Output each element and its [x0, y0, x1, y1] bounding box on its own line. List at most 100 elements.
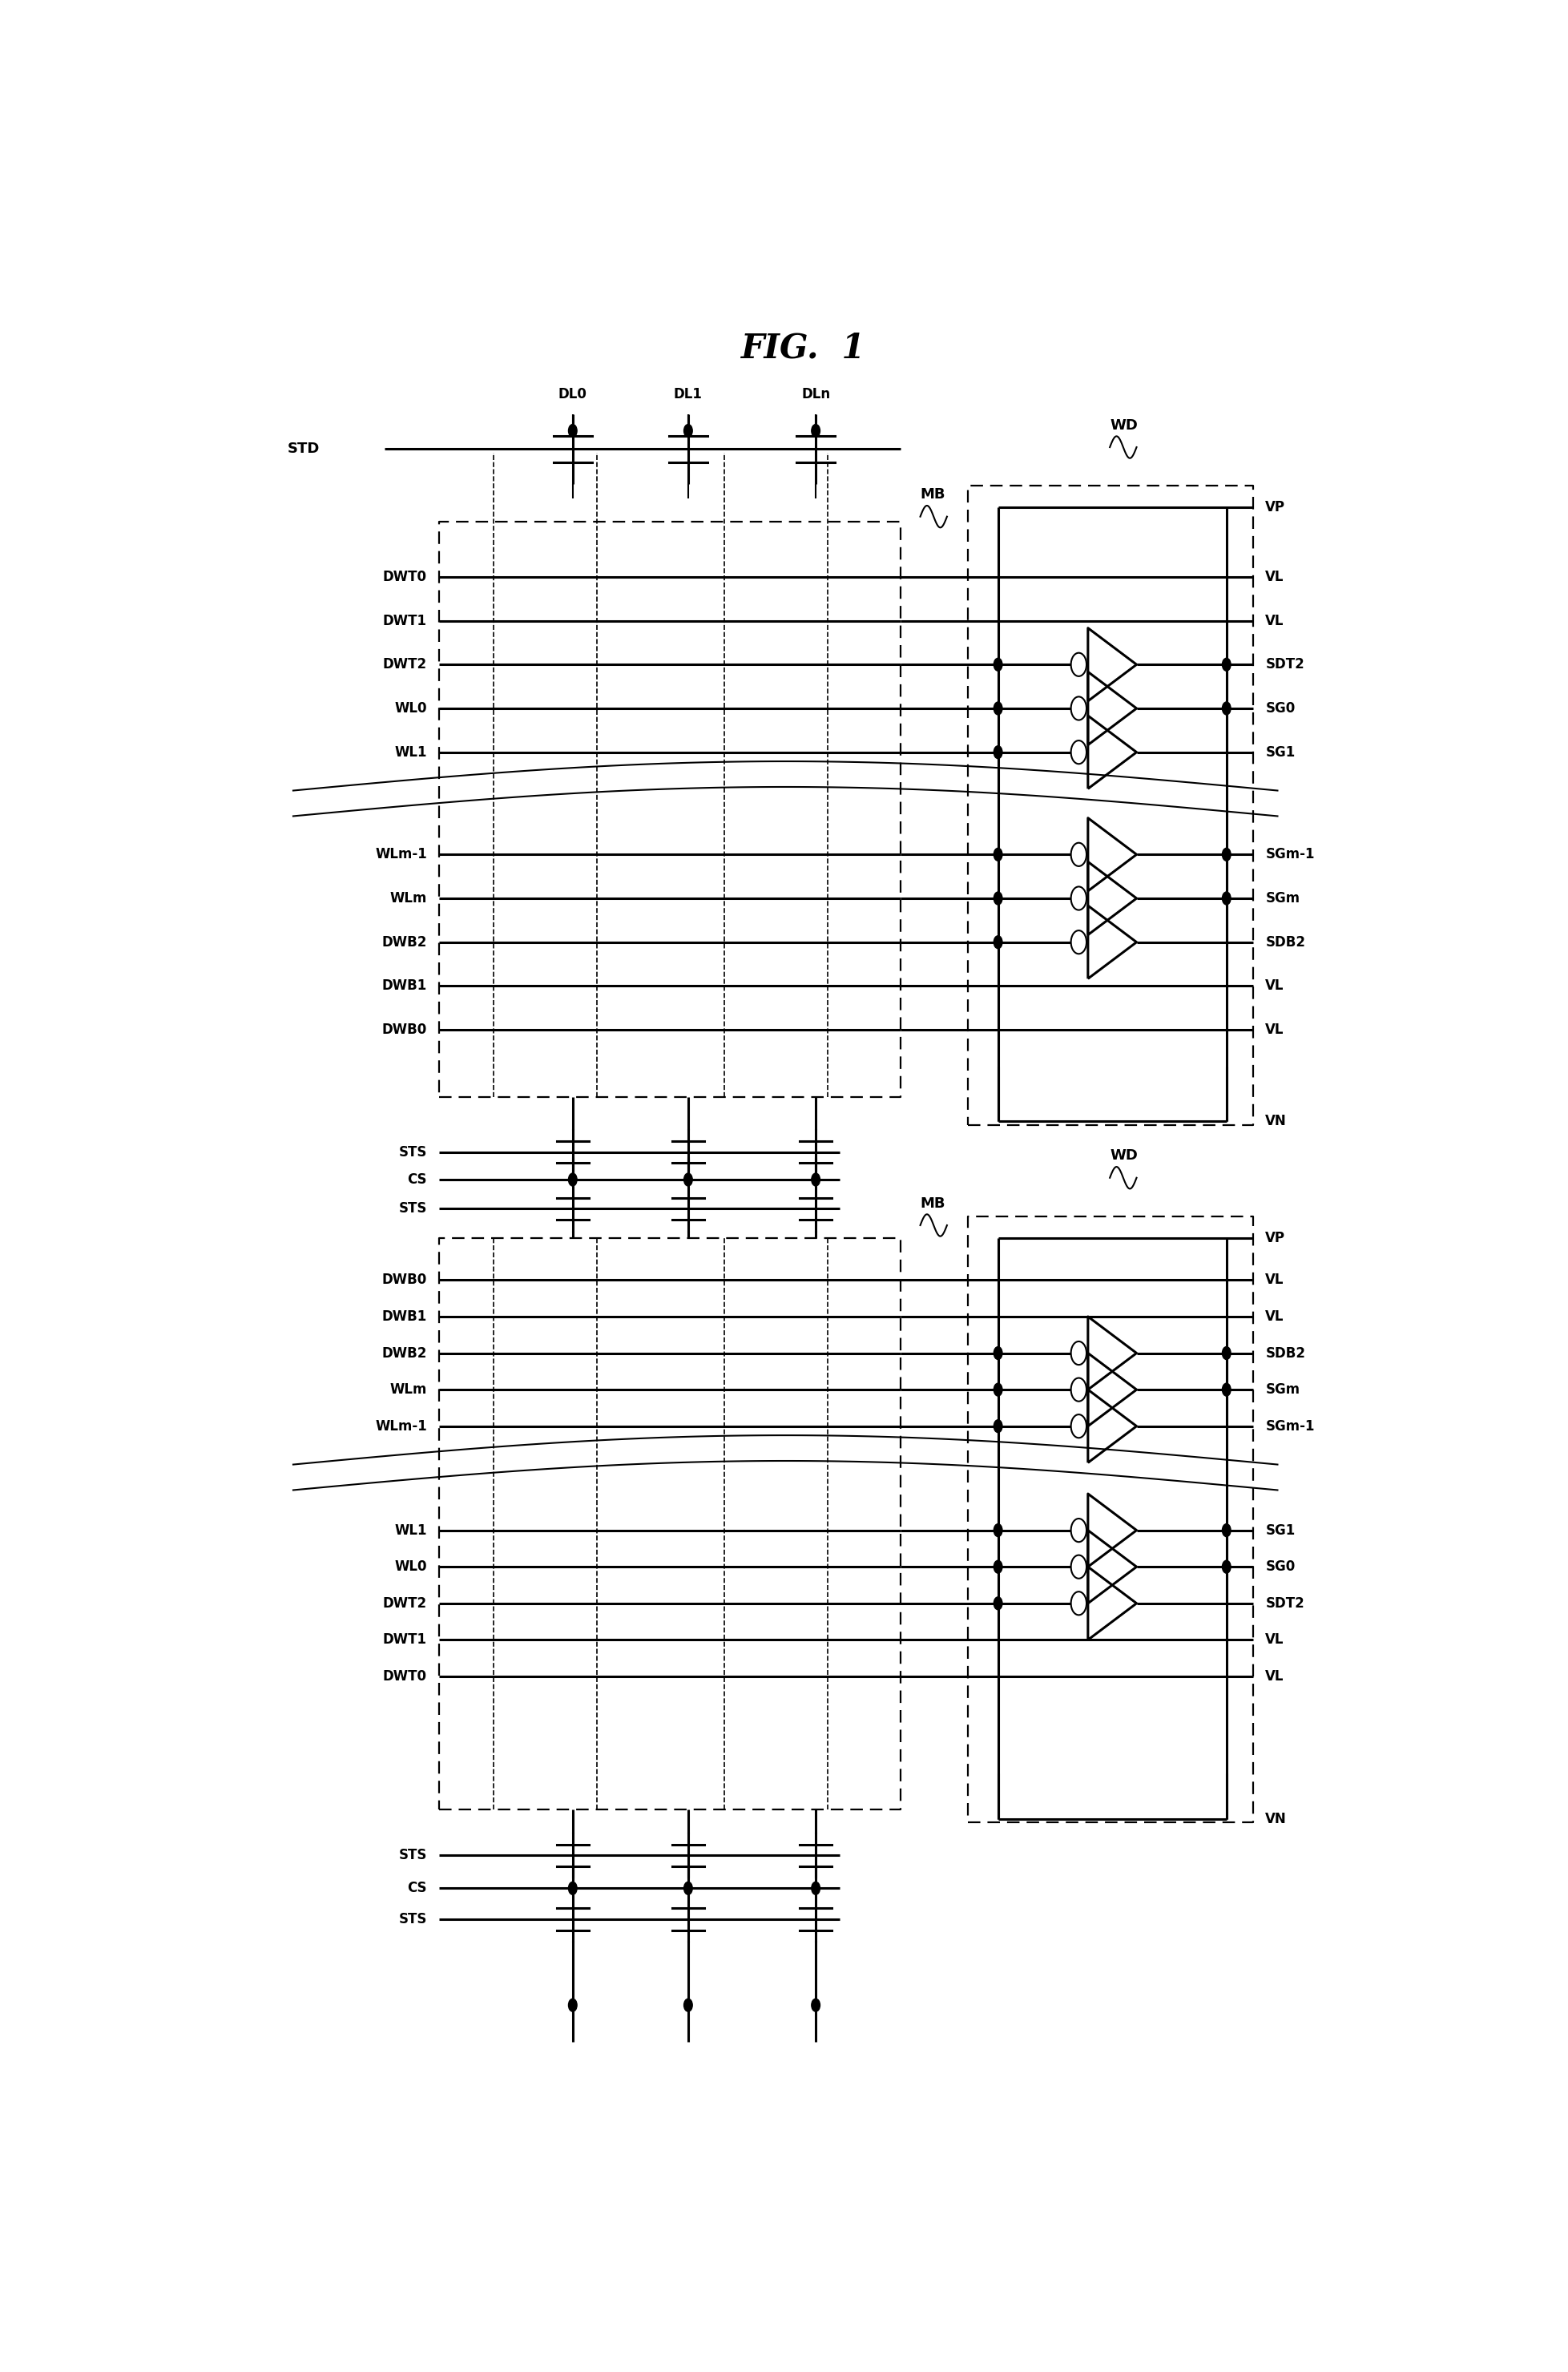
Text: MB: MB	[920, 1195, 946, 1210]
Text: WLm-1: WLm-1	[375, 1418, 426, 1433]
Text: VL: VL	[1265, 1274, 1284, 1288]
Circle shape	[994, 1383, 1002, 1397]
Text: STS: STS	[398, 1203, 426, 1217]
Text: SG0: SG0	[1265, 702, 1295, 716]
Circle shape	[994, 657, 1002, 671]
Text: VL: VL	[1265, 1670, 1284, 1684]
Circle shape	[1071, 842, 1087, 866]
Circle shape	[684, 1881, 693, 1895]
Text: WL1: WL1	[395, 1523, 426, 1537]
Circle shape	[1071, 887, 1087, 911]
Text: STS: STS	[398, 1146, 426, 1160]
Circle shape	[1071, 1414, 1087, 1437]
Circle shape	[994, 1421, 1002, 1433]
Circle shape	[1221, 849, 1231, 861]
Text: VL: VL	[1265, 1022, 1284, 1037]
Text: CS: CS	[408, 1881, 426, 1895]
Text: VN: VN	[1265, 1812, 1287, 1826]
Text: WD: WD	[1110, 1148, 1138, 1162]
Text: FIG.  1: FIG. 1	[742, 332, 866, 365]
Circle shape	[1221, 1383, 1231, 1397]
Text: SGm-1: SGm-1	[1265, 847, 1314, 861]
Text: DLn: DLn	[801, 387, 829, 401]
Text: VP: VP	[1265, 1231, 1286, 1245]
Text: DWB0: DWB0	[383, 1022, 426, 1037]
Text: DWT1: DWT1	[383, 1632, 426, 1646]
Text: DWT2: DWT2	[383, 1596, 426, 1611]
Circle shape	[684, 2000, 693, 2011]
Text: WD: WD	[1110, 417, 1138, 432]
Circle shape	[1221, 702, 1231, 714]
Text: STD: STD	[287, 441, 320, 455]
Text: WLm: WLm	[390, 892, 426, 906]
Circle shape	[994, 892, 1002, 904]
Text: DWT1: DWT1	[383, 614, 426, 629]
Circle shape	[1071, 1518, 1087, 1542]
Text: WL0: WL0	[395, 702, 426, 716]
Circle shape	[812, 1881, 820, 1895]
Circle shape	[812, 1174, 820, 1186]
Text: SG1: SG1	[1265, 745, 1295, 759]
Circle shape	[812, 425, 820, 436]
Text: DWB1: DWB1	[383, 980, 426, 994]
Text: VL: VL	[1265, 980, 1284, 994]
Circle shape	[994, 745, 1002, 759]
Text: WL0: WL0	[395, 1558, 426, 1575]
Circle shape	[569, 425, 577, 436]
Circle shape	[1071, 930, 1087, 954]
Circle shape	[812, 2000, 820, 2011]
Text: SGm-1: SGm-1	[1265, 1418, 1314, 1433]
Text: SDT2: SDT2	[1265, 1596, 1305, 1611]
Text: WLm-1: WLm-1	[375, 847, 426, 861]
Circle shape	[1071, 697, 1087, 721]
Circle shape	[569, 2000, 577, 2011]
Circle shape	[1071, 740, 1087, 764]
Circle shape	[994, 1596, 1002, 1611]
Text: DL0: DL0	[558, 387, 586, 401]
Circle shape	[1071, 1378, 1087, 1402]
Text: DWT0: DWT0	[383, 1670, 426, 1684]
Circle shape	[1071, 652, 1087, 676]
Text: CS: CS	[408, 1172, 426, 1186]
Text: VN: VN	[1265, 1115, 1287, 1129]
Text: VL: VL	[1265, 1632, 1284, 1646]
Circle shape	[994, 1523, 1002, 1537]
Text: DWT0: DWT0	[383, 569, 426, 584]
Circle shape	[1071, 1556, 1087, 1577]
Circle shape	[684, 425, 693, 436]
Text: DWB1: DWB1	[383, 1309, 426, 1324]
Text: WL1: WL1	[395, 745, 426, 759]
Circle shape	[1221, 1347, 1231, 1359]
Text: STS: STS	[398, 1848, 426, 1862]
Text: VL: VL	[1265, 569, 1284, 584]
Circle shape	[1221, 657, 1231, 671]
Circle shape	[994, 937, 1002, 949]
Circle shape	[1221, 1523, 1231, 1537]
Circle shape	[994, 1347, 1002, 1359]
Circle shape	[1071, 1343, 1087, 1364]
Text: DL1: DL1	[674, 387, 702, 401]
Circle shape	[569, 1174, 577, 1186]
Text: SDB2: SDB2	[1265, 935, 1306, 949]
Text: SG0: SG0	[1265, 1558, 1295, 1575]
Text: SDB2: SDB2	[1265, 1345, 1306, 1359]
Text: DWB2: DWB2	[381, 1345, 426, 1359]
Text: SGm: SGm	[1265, 892, 1300, 906]
Text: VL: VL	[1265, 1309, 1284, 1324]
Text: DWB2: DWB2	[381, 935, 426, 949]
Text: VL: VL	[1265, 614, 1284, 629]
Text: DWT2: DWT2	[383, 657, 426, 671]
Circle shape	[994, 1561, 1002, 1573]
Circle shape	[994, 849, 1002, 861]
Text: STS: STS	[398, 1912, 426, 1926]
Circle shape	[1221, 1561, 1231, 1573]
Circle shape	[1071, 1592, 1087, 1615]
Text: SDT2: SDT2	[1265, 657, 1305, 671]
Text: VP: VP	[1265, 500, 1286, 515]
Circle shape	[994, 702, 1002, 714]
Text: SGm: SGm	[1265, 1383, 1300, 1397]
Circle shape	[569, 1881, 577, 1895]
Text: WLm: WLm	[390, 1383, 426, 1397]
Text: MB: MB	[920, 489, 946, 503]
Text: SG1: SG1	[1265, 1523, 1295, 1537]
